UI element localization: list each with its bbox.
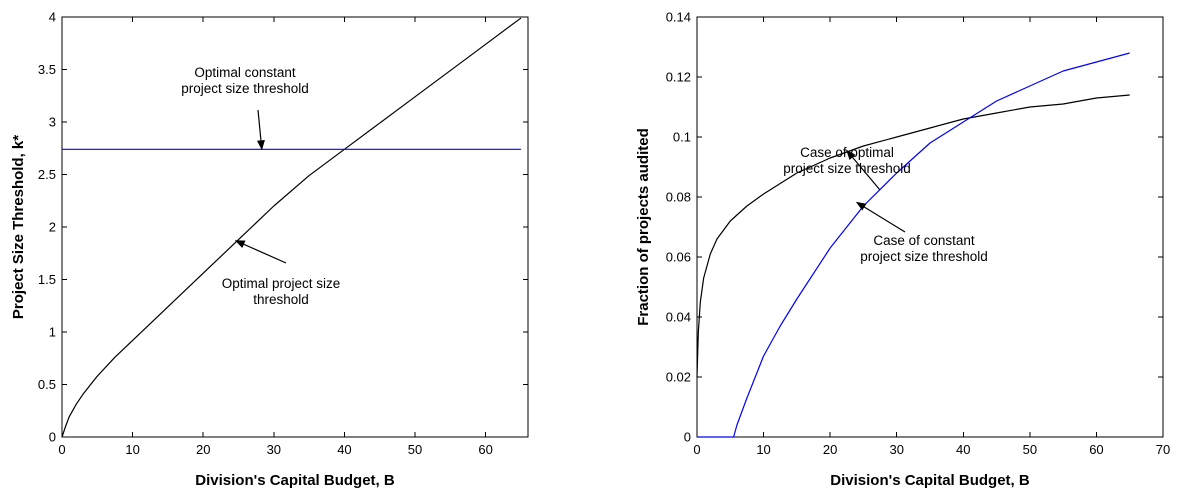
right-annotation-group: Case of optimal project size thresholdCas… [783,145,988,264]
left-y-tick-label: 1.5 [38,272,56,287]
left-x-tick-label: 50 [408,442,422,457]
right-plot-frame [697,17,1163,437]
right-annotation-text: Case of constant project size threshold [860,233,988,264]
right-annotation-line: project size threshold [860,249,988,264]
right-x-tick-label: 0 [693,442,700,457]
right-y-tick-label: 0.14 [666,10,691,25]
right-x-tick-label: 50 [1023,442,1037,457]
right-annotation-line: Case of optimal [800,145,894,160]
left-annotation-line: threshold [253,292,309,307]
right-y-tick-label: 0.06 [666,250,691,265]
left-x-tick-label: 10 [125,442,139,457]
right-y-tick-label: 0.02 [666,370,691,385]
right-y-tick-label: 0 [684,430,691,445]
right-annotation-arrow [857,202,905,232]
left-y-tick-label: 4 [49,10,56,25]
right-annotation-text: Case of optimal project size threshold [783,145,911,176]
left-annotation-arrow [236,241,286,263]
right-x-tick-label: 20 [823,442,837,457]
right-x-tick-label: 60 [1089,442,1103,457]
right-x-axis-label: Division's Capital Budget, B [830,472,1030,489]
right-y-tick-label: 0.08 [666,190,691,205]
left-x-tick-label: 40 [337,442,351,457]
right-y-tick-label: 0.04 [666,310,691,325]
left-annotation-text: Optimal project size threshold [222,276,341,307]
left-y-tick-label: 3 [49,115,56,130]
right-y-tick-label: 0.12 [666,70,691,85]
left-y-tick-label: 3.5 [38,62,56,77]
right-x-tick-label: 40 [956,442,970,457]
left-y-tick-label: 1 [49,325,56,340]
left-y-tick-label: 2 [49,220,56,235]
left-plot-frame [62,17,528,437]
right-x-tick-label: 10 [756,442,770,457]
left-y-tick-label: 0 [49,430,56,445]
right-annotation-line: Case of constant [873,233,975,248]
left-y-tick-label: 2.5 [38,167,56,182]
right-x-tick-label: 70 [1156,442,1170,457]
left-x-tick-label: 0 [58,442,65,457]
left-annotation-arrow [258,110,262,149]
left-x-tick-label: 30 [267,442,281,457]
right-y-tick-label: 0.1 [673,130,691,145]
left-y-tick-label: 0.5 [38,377,56,392]
left-x-axis-label: Division's Capital Budget, B [195,472,395,489]
left-x-tick-label: 20 [196,442,210,457]
right-x-tick-label: 30 [889,442,903,457]
left-annotation-line: Optimal constant [194,65,296,80]
right-chart: 0 10 20 30 40 50 60 70 0 0.02 0.04 0.06 0.08 0.1 0.12 0… [635,10,1170,490]
left-x-tick-label: 60 [478,442,492,457]
left-chart: 0 10 20 30 40 50 60 0 0.5 1 1.5 2 2.5 3 3.5 4 Optimal c… [10,10,528,490]
left-annotation-line: Optimal project size [222,276,341,291]
left-annotation-text: Optimal constant project size threshold [181,65,309,96]
right-y-axis-label: Fraction of projects audited [635,128,652,326]
left-annotation-line: project size threshold [181,81,309,96]
right-annotation-line: project size threshold [783,161,911,176]
left-y-axis-label: Project Size Threshold, k* [10,135,27,319]
